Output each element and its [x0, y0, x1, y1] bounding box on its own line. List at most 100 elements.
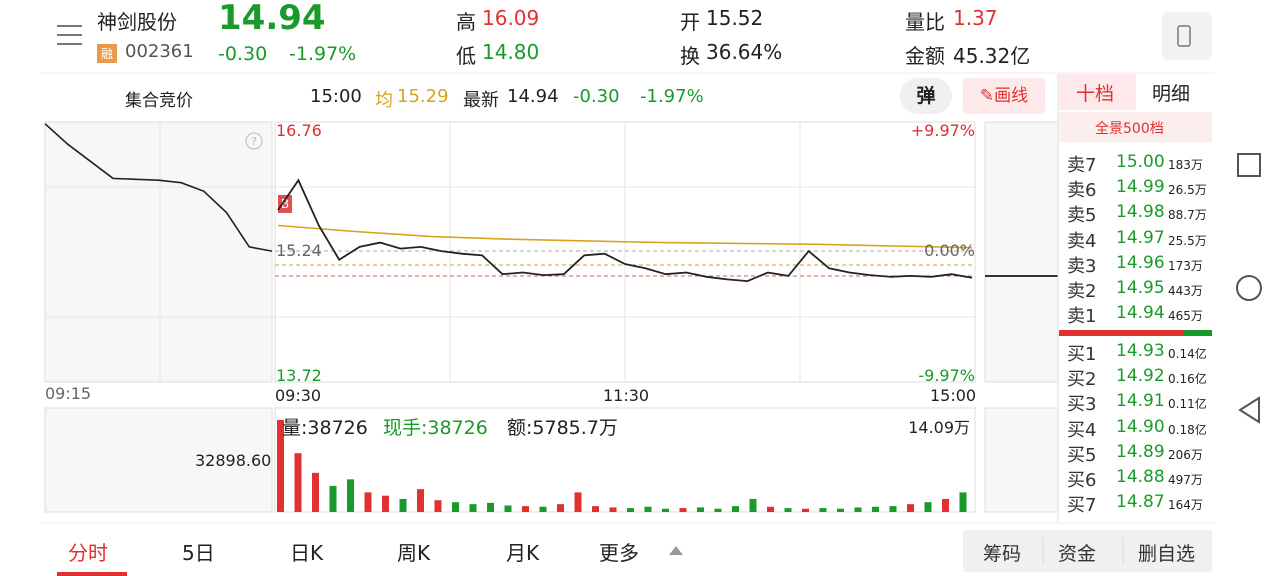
volume-bar	[854, 507, 862, 512]
buy-marker: B	[281, 197, 289, 211]
avg: 15.29	[397, 86, 449, 107]
volume-bar	[907, 504, 914, 512]
price-low: 13.72	[276, 366, 322, 385]
auction_price-line	[44, 123, 273, 252]
book-price: 14.88	[1116, 467, 1165, 487]
book-volume: 26.5万	[1168, 183, 1207, 198]
volume-bar	[837, 508, 844, 512]
volume-bar	[819, 508, 827, 512]
device-button[interactable]	[1162, 12, 1212, 60]
book-price: 15.00	[1116, 152, 1165, 172]
book-volume: 497万	[1168, 473, 1203, 487]
time-label: 09:30	[275, 386, 322, 405]
time-label: 15:00	[930, 386, 977, 405]
latest-label: 最新	[463, 90, 499, 111]
tab[interactable]: 月K	[506, 541, 540, 565]
tab[interactable]: 周K	[397, 541, 431, 565]
book-price: 14.96	[1116, 252, 1165, 273]
action[interactable]: 删自选	[1138, 543, 1196, 565]
tab[interactable]: 分时	[68, 541, 108, 565]
volume-bar	[627, 508, 634, 512]
book-price: 14.91	[1116, 391, 1165, 412]
volume-bar	[889, 506, 897, 512]
tab[interactable]: 日K	[290, 541, 324, 565]
volume-bar	[942, 498, 949, 512]
menu-icon[interactable]	[57, 25, 82, 45]
bar-change-pct: -1.97%	[640, 86, 704, 107]
active-tab-bar	[57, 572, 127, 576]
book-label: 买5	[1067, 444, 1097, 466]
book-price: 14.87	[1116, 492, 1165, 513]
volume-info: 额:5785.7万	[507, 417, 618, 439]
volume-bar	[662, 508, 669, 512]
action[interactable]: 筹码	[983, 543, 1022, 565]
stat-value: 45.32亿	[953, 44, 1031, 68]
volume-info: 量:38726	[282, 417, 368, 439]
volume-bar	[609, 507, 617, 512]
change: -0.30	[218, 43, 268, 65]
volume-bar	[434, 500, 442, 512]
book-tab[interactable]: 十档	[1076, 83, 1115, 105]
stat-value: 36.64%	[706, 40, 783, 64]
bid-ratio	[1059, 330, 1184, 336]
volume-bar	[679, 508, 687, 512]
volume-bar	[277, 420, 284, 512]
book-price: 14.90	[1116, 416, 1165, 437]
book-volume: 183万	[1168, 158, 1203, 172]
pct-high: +9.97%	[910, 121, 975, 140]
stock-code: 002361	[125, 41, 194, 62]
auction-volume: 32898.60	[195, 451, 272, 470]
avg-label: 均	[375, 90, 393, 111]
volume-bar	[872, 506, 879, 512]
more-arrow	[669, 546, 683, 555]
book-volume: 173万	[1168, 258, 1203, 273]
book-tab[interactable]: 明细	[1152, 83, 1191, 105]
change-pct: -1.97%	[289, 43, 357, 65]
volume-panel	[274, 407, 976, 513]
price-line	[277, 178, 973, 283]
book-volume: 206万	[1168, 447, 1203, 462]
bar-change: -0.30	[573, 86, 620, 107]
action[interactable]: 资金	[1058, 543, 1097, 565]
book-volume: 25.5万	[1168, 233, 1207, 248]
book-label: 卖2	[1067, 281, 1097, 302]
nav-back[interactable]	[1238, 396, 1260, 424]
volume-bar	[557, 504, 564, 512]
volume-bar	[749, 498, 757, 512]
tab[interactable]: 5日	[182, 541, 215, 565]
volume-bar	[329, 485, 337, 512]
volume-bar	[347, 479, 354, 512]
nav-home[interactable]	[1236, 275, 1262, 301]
volume-bar	[802, 508, 809, 512]
book-volume: 88.7万	[1168, 208, 1207, 223]
subtitle-bg	[1059, 112, 1212, 142]
margin-tag: 融	[97, 44, 118, 63]
book-price: 14.95	[1116, 278, 1165, 298]
volume-bar	[399, 498, 407, 512]
book-subtitle[interactable]: 全景500档	[1095, 121, 1164, 137]
volume-bar	[714, 508, 722, 512]
volume-bar	[487, 502, 494, 512]
pencil: ✎	[979, 86, 995, 106]
help-icon[interactable]	[245, 132, 263, 150]
book-price: 14.98	[1116, 202, 1165, 223]
stat-value: 1.37	[953, 6, 998, 30]
book-label: 买3	[1067, 394, 1097, 416]
volume-bar	[767, 506, 774, 512]
time: 15:00	[310, 86, 362, 107]
action-bg	[963, 530, 1212, 572]
book-label: 买4	[1067, 419, 1097, 441]
book-label: 买2	[1067, 369, 1097, 391]
popup-button[interactable]: 弹	[900, 78, 952, 114]
tab[interactable]: 更多	[599, 541, 639, 565]
volume-bar	[522, 506, 529, 512]
volume-info: 现手:38726	[383, 417, 488, 439]
nav-recent[interactable]	[1237, 153, 1261, 177]
pct-low: -9.97%	[918, 366, 975, 385]
stat-value: 16.09	[482, 6, 540, 30]
volume-bar	[469, 504, 477, 512]
book-label: 卖5	[1067, 205, 1097, 227]
time-label: 11:30	[603, 386, 650, 405]
draw-button[interactable]: ✎画线	[963, 78, 1045, 114]
